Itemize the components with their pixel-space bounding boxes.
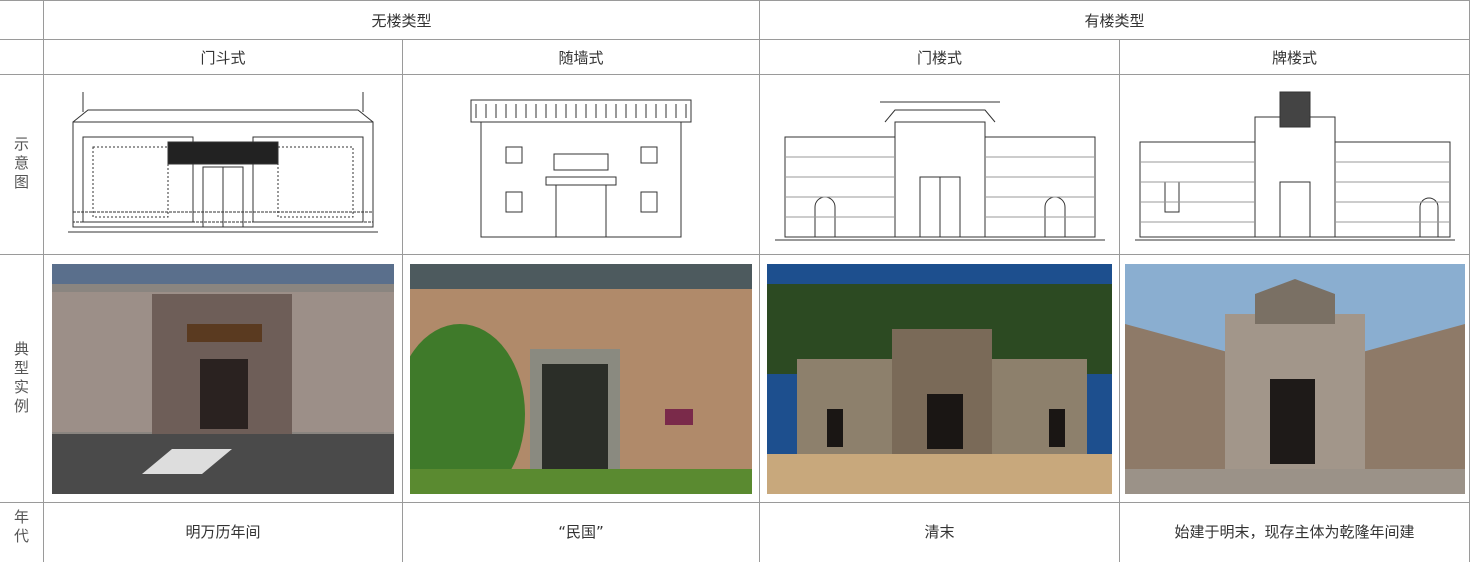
diagram (1134, 91, 1455, 241)
photo-cell (403, 255, 760, 503)
photo-cell (760, 255, 1120, 503)
photo (767, 263, 1112, 494)
diagram (68, 92, 378, 233)
photo-cell (1120, 255, 1470, 503)
sub-header: 牌楼式 (1120, 40, 1470, 75)
corner-cell (0, 40, 44, 75)
group-header: 有楼类型 (760, 0, 1470, 40)
year-cell: 始建于明末，现存主体为乾隆年间建 (1120, 503, 1470, 562)
year-cell: “民国” (403, 503, 760, 562)
sub-header: 门斗式 (44, 40, 403, 75)
group-header: 无楼类型 (44, 0, 760, 40)
diagram (774, 101, 1105, 241)
diagram-cell (1120, 75, 1470, 255)
row-label: 典型实例 (12, 340, 30, 417)
photo-cell (44, 255, 403, 503)
row-label: 示意图 (12, 136, 30, 193)
corner-cell (0, 0, 44, 40)
row-label: 年代 (12, 509, 30, 547)
diagram-cell (403, 75, 760, 255)
photo (52, 263, 394, 494)
diagram-cell (760, 75, 1120, 255)
sub-header: 门楼式 (760, 40, 1120, 75)
row-label-cell: 典型实例 (0, 255, 44, 503)
diagram (470, 99, 692, 238)
year-cell: 清末 (760, 503, 1120, 562)
photo (410, 263, 752, 494)
photo (1124, 263, 1465, 494)
row-label-cell: 年代 (0, 503, 44, 562)
diagram-cell (44, 75, 403, 255)
row-label-cell: 示意图 (0, 75, 44, 255)
sub-header: 随墙式 (403, 40, 760, 75)
year-cell: 明万历年间 (44, 503, 403, 562)
